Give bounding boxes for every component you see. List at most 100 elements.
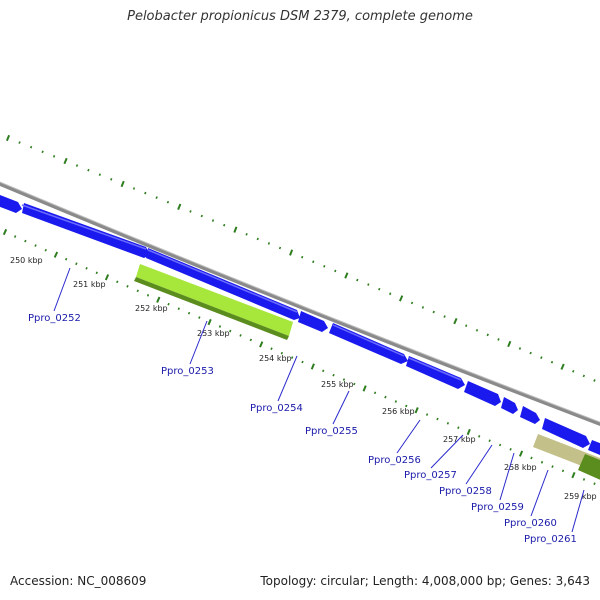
ruler-label: 258 kbp bbox=[504, 463, 537, 472]
tick-mark bbox=[229, 329, 232, 333]
tick-mark bbox=[280, 351, 284, 355]
tick-mark bbox=[24, 239, 27, 243]
tick-mark bbox=[367, 283, 370, 286]
tick-mark bbox=[270, 347, 273, 350]
tick-mark bbox=[44, 248, 47, 252]
tick-mark bbox=[593, 482, 596, 485]
forward-gene[interactable] bbox=[542, 418, 590, 448]
gene-label[interactable]: Ppro_0254 bbox=[250, 403, 303, 414]
tick-mark bbox=[540, 356, 543, 360]
gene-label[interactable]: Ppro_0253 bbox=[161, 366, 214, 377]
tick-mark bbox=[572, 369, 575, 373]
tick-mark bbox=[410, 301, 414, 305]
tick-mark bbox=[177, 203, 182, 210]
genome-backbone bbox=[0, 182, 600, 426]
ruler-label: 250 kbp bbox=[10, 256, 43, 265]
forward-gene[interactable] bbox=[406, 356, 465, 389]
tick-mark bbox=[239, 334, 242, 337]
tick-mark bbox=[278, 246, 282, 250]
tick-mark bbox=[189, 210, 192, 213]
reverse-gene[interactable] bbox=[578, 454, 600, 482]
tick-mark bbox=[95, 271, 98, 275]
map-title: Pelobacter propionicus DSM 2379, complet… bbox=[127, 9, 473, 24]
forward-gene[interactable] bbox=[298, 311, 328, 332]
tick-mark bbox=[356, 278, 359, 282]
tick-mark bbox=[446, 422, 450, 425]
tick-mark bbox=[421, 306, 425, 309]
tick-mark bbox=[155, 196, 158, 200]
tick-mark bbox=[497, 338, 500, 341]
ruler-label: 256 kbp bbox=[382, 407, 415, 416]
tick-mark bbox=[52, 155, 56, 158]
reverse-gene[interactable] bbox=[136, 264, 293, 336]
tick-mark bbox=[398, 295, 404, 302]
tick-mark bbox=[405, 404, 408, 408]
tick-mark bbox=[53, 251, 59, 258]
tick-mark bbox=[41, 150, 44, 154]
tick-mark bbox=[571, 472, 576, 479]
ruler-label: 252 kbp bbox=[135, 304, 168, 313]
tick-mark bbox=[425, 413, 429, 416]
tick-mark bbox=[465, 324, 468, 327]
tick-mark bbox=[344, 272, 349, 279]
outer-tick-track bbox=[5, 134, 596, 382]
tick-mark bbox=[166, 200, 170, 204]
tick-mark bbox=[289, 249, 294, 256]
tick-mark bbox=[104, 274, 110, 281]
gene-label[interactable]: Ppro_0260 bbox=[504, 518, 557, 529]
tick-mark bbox=[518, 450, 524, 457]
ruler-label: 251 kbp bbox=[73, 280, 106, 289]
gene-labels: Ppro_0252 Ppro_0253 Ppro_0254 Ppro_0255 … bbox=[28, 313, 577, 545]
forward-gene[interactable] bbox=[329, 323, 408, 364]
accession-label: Accession: NC_008609 bbox=[10, 574, 147, 588]
tick-mark bbox=[443, 315, 446, 318]
tick-mark bbox=[378, 287, 381, 291]
tick-mark bbox=[466, 428, 471, 436]
tick-mark bbox=[453, 318, 458, 325]
tick-mark bbox=[322, 369, 325, 373]
reverse-gene-shadow bbox=[134, 277, 289, 340]
tick-mark bbox=[75, 262, 78, 266]
tick-mark bbox=[561, 469, 565, 473]
tick-mark bbox=[334, 269, 337, 273]
tick-mark bbox=[342, 378, 346, 381]
gene-label-leaders bbox=[53, 267, 585, 533]
tick-mark bbox=[63, 157, 68, 165]
forward-gene[interactable] bbox=[588, 440, 600, 457]
forward-gene[interactable] bbox=[464, 381, 501, 406]
tick-mark bbox=[507, 340, 512, 348]
gene-label[interactable]: Ppro_0252 bbox=[28, 313, 81, 324]
forward-gene-shading bbox=[21, 204, 462, 381]
tick-mark bbox=[394, 400, 398, 403]
gene-label[interactable]: Ppro_0257 bbox=[404, 470, 457, 481]
tick-mark bbox=[509, 448, 512, 451]
gene-label[interactable]: Ppro_0255 bbox=[305, 426, 358, 437]
tick-mark bbox=[167, 302, 170, 306]
tick-mark bbox=[301, 255, 304, 259]
reverse-gene-track bbox=[134, 264, 600, 482]
gene-label[interactable]: Ppro_0258 bbox=[439, 486, 492, 497]
tick-mark bbox=[560, 363, 565, 370]
ruler-label: 253 kbp bbox=[197, 329, 230, 338]
ruler-labels: 250 kbp 251 kbp 252 kbp 253 kbp 254 kbp … bbox=[10, 256, 597, 501]
genome-summary-label: Topology: circular; Length: 4,008,000 bp… bbox=[260, 574, 590, 588]
tick-mark bbox=[267, 242, 271, 245]
gene-label[interactable]: Ppro_0259 bbox=[471, 502, 524, 513]
forward-gene[interactable] bbox=[501, 397, 518, 414]
tick-mark bbox=[146, 294, 150, 297]
tick-mark bbox=[132, 187, 136, 190]
tick-mark bbox=[218, 325, 222, 328]
forward-gene[interactable] bbox=[520, 406, 540, 424]
tick-mark bbox=[156, 296, 161, 303]
tick-mark bbox=[144, 191, 147, 195]
gene-label[interactable]: Ppro_0261 bbox=[524, 534, 577, 545]
tick-mark bbox=[207, 318, 212, 326]
tick-mark bbox=[593, 379, 596, 382]
gene-label[interactable]: Ppro_0256 bbox=[368, 455, 421, 466]
tick-mark bbox=[126, 285, 129, 288]
tick-mark bbox=[551, 465, 554, 468]
tick-mark bbox=[34, 244, 37, 247]
inner-tick-track bbox=[2, 228, 596, 485]
forward-gene[interactable] bbox=[0, 193, 22, 213]
